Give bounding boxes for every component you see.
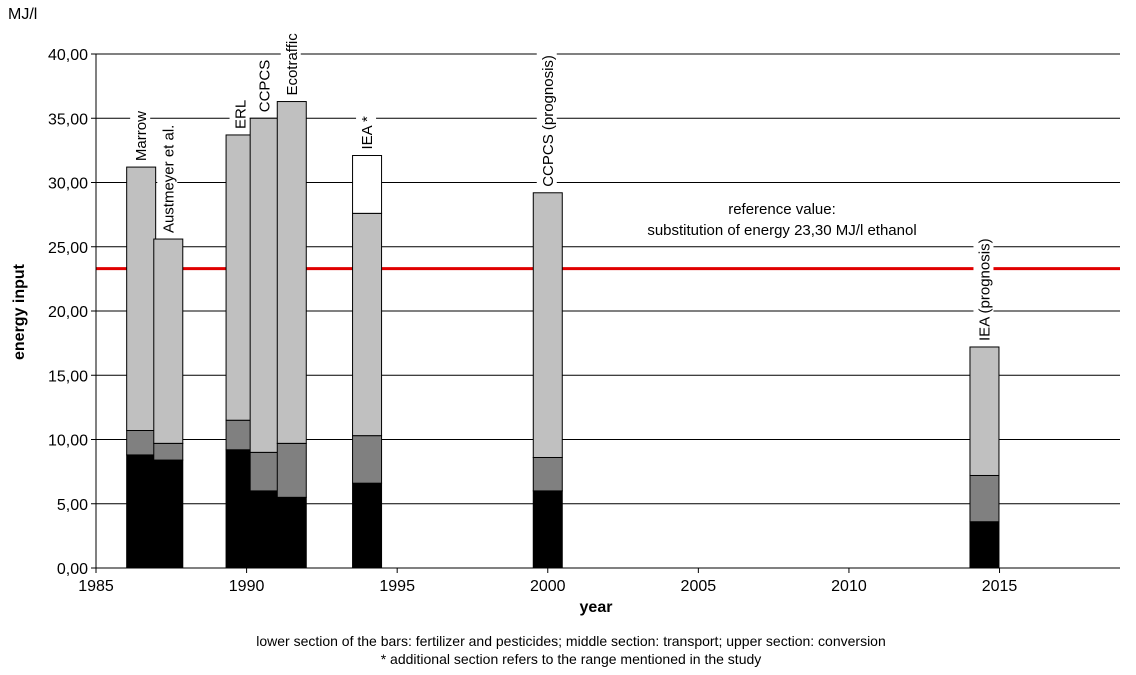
bar-segment [126,166,157,432]
bar-segment [276,442,307,498]
y-tick-label: 30,00 [48,176,88,193]
bar-segment [126,430,157,456]
x-tick-label: 2015 [982,578,1018,595]
bar-label-bg [280,31,301,98]
bar-label-bg [229,97,250,131]
bar-label: IEA (prognosis) [976,238,993,341]
unit-label: MJ/l [8,6,37,23]
bar-label-bg [536,53,557,189]
bar-segment [969,521,1000,569]
bar-segment [249,451,280,492]
x-tick-label: 2010 [831,578,867,595]
x-tick-label: 2005 [681,578,717,595]
bar-label-bg [973,236,994,343]
bar-segment [532,456,563,492]
bar-label-bg [130,109,151,164]
bars-group [126,101,1000,569]
bar-label-bg [253,57,274,115]
y-tick-label: 10,00 [48,433,88,450]
bar-segment [532,490,563,569]
bar-segment [153,459,184,569]
bar-segment [276,496,307,569]
axes-group: 0,00 5,00 10,00 15,00 20,00 25,00 30,00 35,00 40… [48,47,1120,595]
bar-label-bg [356,114,377,152]
bar-segment [249,490,280,569]
bar-label-bg [157,122,178,236]
bar-segment [249,117,280,453]
y-tick-label: 20,00 [48,304,88,321]
bar-label: CCPCS [257,60,274,113]
bar-labels-group: Marrow Austmeyer et al. ERL CCPCS Ecotraffic… [130,31,994,343]
bar-segment [126,454,157,569]
x-tick-label: 1990 [229,578,265,595]
bar-segment [352,212,383,437]
y-tick-label: 25,00 [48,240,88,257]
bar-label: IEA * [359,116,376,150]
bar-segment [352,155,383,214]
y-tick-label: 35,00 [48,111,88,128]
y-tick-label: 40,00 [48,47,88,64]
y-tick-label: 0,00 [57,561,88,578]
x-tick-label: 1985 [78,578,114,595]
bar-segment [276,101,307,444]
bar-label: CCPCS (prognosis) [540,55,557,187]
bar-segment [532,192,563,458]
y-tick-label: 15,00 [48,368,88,385]
reference-label-line1: reference value: [728,201,836,218]
reference-label-line2: substitution of energy 23,30 MJ/l ethano… [647,222,916,239]
bar-label: ERL [233,100,250,129]
footnote-sections: lower section of the bars: fertilizer an… [256,633,886,649]
footnote-asterisk: * additional section refers to the range… [381,651,762,667]
x-tick-label: 2000 [530,578,566,595]
bar-segment [969,346,1000,476]
bar-segment [153,442,184,461]
bar-label: Marrow [133,111,150,161]
bar-label: Ecotraffic [284,33,301,96]
bar-segment [352,435,383,484]
y-axis-title: energy input [11,263,28,360]
x-axis-title: year [580,599,613,616]
y-tick-label: 5,00 [57,497,88,514]
reference-label-bg [620,197,938,243]
bar-label: Austmeyer et al. [160,125,177,233]
bar-segment [969,474,1000,523]
bar-segment [153,238,184,444]
bar-segment [352,482,383,569]
x-tick-label: 1995 [379,578,415,595]
